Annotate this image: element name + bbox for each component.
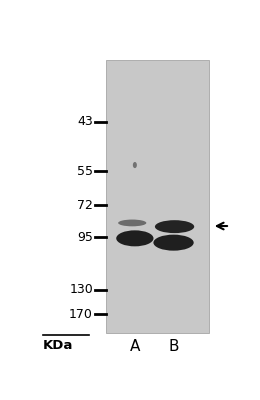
Ellipse shape: [153, 235, 194, 251]
Text: 95: 95: [77, 231, 93, 244]
Bar: [106, 60, 209, 333]
Ellipse shape: [155, 220, 194, 233]
Text: 130: 130: [69, 283, 93, 296]
Ellipse shape: [116, 230, 153, 246]
Ellipse shape: [118, 220, 146, 226]
Circle shape: [133, 162, 137, 168]
Text: B: B: [168, 339, 179, 354]
Text: 55: 55: [77, 165, 93, 178]
Text: 72: 72: [77, 198, 93, 212]
Text: 170: 170: [69, 308, 93, 321]
Text: KDa: KDa: [43, 339, 73, 352]
Text: A: A: [130, 339, 140, 354]
Text: 43: 43: [77, 116, 93, 128]
